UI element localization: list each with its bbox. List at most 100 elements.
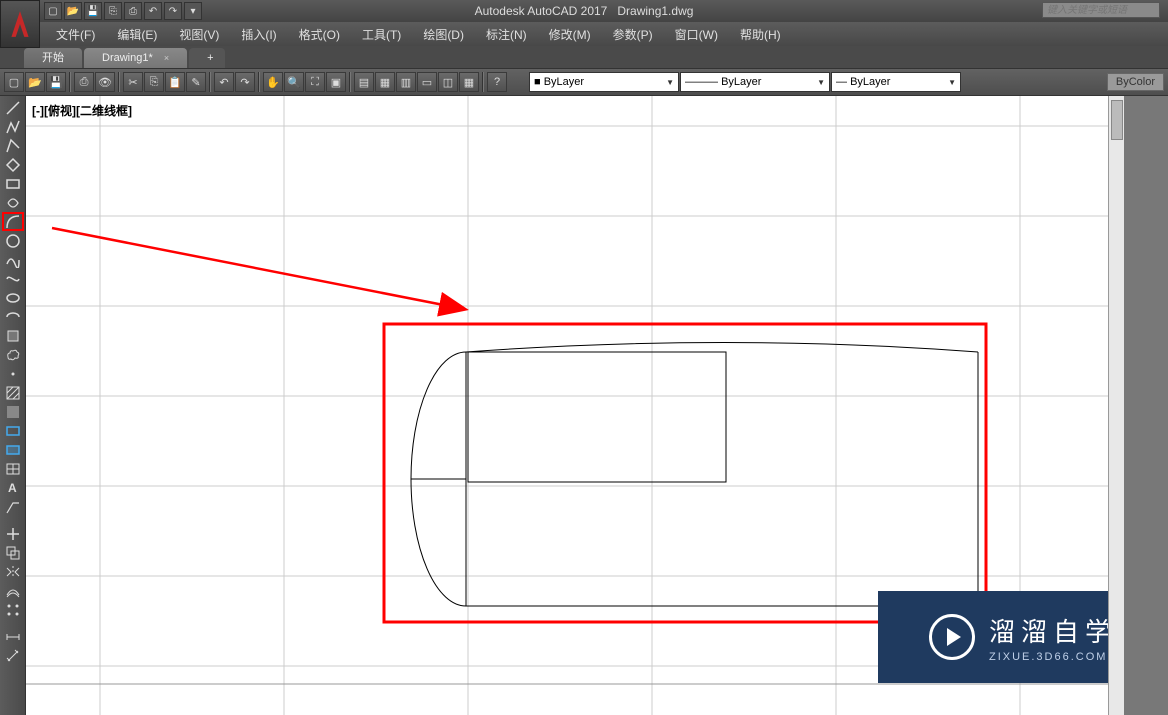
tb-copy-icon[interactable]: ⎘ bbox=[144, 72, 164, 92]
menu-view[interactable]: 视图(V) bbox=[169, 23, 229, 46]
tb-markup-icon[interactable]: ◫ bbox=[438, 72, 458, 92]
tb-match-icon[interactable]: ✎ bbox=[186, 72, 206, 92]
menu-modify[interactable]: 修改(M) bbox=[539, 23, 601, 46]
watermark-url: ZIXUE.3D66.COM bbox=[989, 651, 1117, 663]
chevron-down-icon: ▼ bbox=[817, 78, 825, 87]
menu-format[interactable]: 格式(O) bbox=[289, 23, 350, 46]
line-tool-icon[interactable] bbox=[2, 98, 24, 117]
block-tool-icon[interactable] bbox=[2, 326, 24, 345]
tb-zoomwin-icon[interactable]: ▣ bbox=[326, 72, 346, 92]
hatch-tool-icon[interactable] bbox=[2, 383, 24, 402]
tb-tool-icon[interactable]: ▥ bbox=[396, 72, 416, 92]
tb-sep bbox=[69, 72, 71, 92]
revcloud-tool-icon[interactable] bbox=[2, 345, 24, 364]
dim-tool-icon[interactable] bbox=[2, 627, 24, 646]
spline-tool-icon[interactable] bbox=[2, 250, 24, 269]
tb-save-icon[interactable]: 💾 bbox=[46, 72, 66, 92]
tab-add[interactable]: + bbox=[189, 48, 225, 68]
rectangle-tool-icon[interactable] bbox=[2, 174, 24, 193]
viewport-label[interactable]: [-][俯视][二维线框] bbox=[32, 102, 132, 119]
gradient-tool-icon[interactable] bbox=[2, 402, 24, 421]
circle-tool-icon[interactable] bbox=[2, 231, 24, 250]
lineweight-dropdown[interactable]: — ByLayer ▼ bbox=[831, 72, 961, 92]
region-tool-icon[interactable] bbox=[2, 421, 24, 440]
table-tool-icon[interactable] bbox=[2, 459, 24, 478]
point-tool-icon[interactable] bbox=[2, 364, 24, 383]
app-name: Autodesk AutoCAD 2017 bbox=[475, 4, 608, 18]
tb-props-icon[interactable]: ▤ bbox=[354, 72, 374, 92]
polyline-tool-icon[interactable] bbox=[2, 136, 24, 155]
mtext-tool-icon[interactable]: A bbox=[2, 478, 24, 497]
tb-paste-icon[interactable]: 📋 bbox=[165, 72, 185, 92]
linetype-dropdown[interactable]: ——— ByLayer ▼ bbox=[680, 72, 830, 92]
spline2-tool-icon[interactable] bbox=[2, 269, 24, 288]
search-input[interactable] bbox=[1042, 2, 1160, 18]
menu-file[interactable]: 文件(F) bbox=[46, 23, 105, 46]
tb-sep6 bbox=[482, 72, 484, 92]
copy-tool-icon[interactable] bbox=[2, 543, 24, 562]
tb-sep3 bbox=[209, 72, 211, 92]
qat-dropdown-icon[interactable]: ▾ bbox=[184, 2, 202, 20]
quick-access-toolbar: ▢ 📂 💾 ⎘ ⎙ ↶ ↷ ▾ bbox=[40, 2, 206, 20]
tb-zoomext-icon[interactable]: ⛶ bbox=[305, 72, 325, 92]
save-icon[interactable]: 💾 bbox=[84, 2, 102, 20]
move-tool-icon[interactable] bbox=[2, 524, 24, 543]
tb-zoom-icon[interactable]: 🔍 bbox=[284, 72, 304, 92]
wipeout-tool-icon[interactable] bbox=[2, 440, 24, 459]
tb-designctr-icon[interactable]: ▦ bbox=[375, 72, 395, 92]
arc-tool-icon[interactable] bbox=[2, 212, 24, 231]
tb-help-icon[interactable]: ? bbox=[487, 72, 507, 92]
layer-color-dropdown[interactable]: ■ ByLayer ▼ bbox=[529, 72, 679, 92]
menu-edit[interactable]: 编辑(E) bbox=[107, 23, 167, 46]
tb-sheet-icon[interactable]: ▭ bbox=[417, 72, 437, 92]
leader-tool-icon[interactable] bbox=[2, 497, 24, 516]
helix-tool-icon[interactable] bbox=[2, 193, 24, 212]
title-text: Autodesk AutoCAD 2017 Drawing1.dwg bbox=[475, 4, 694, 18]
tb-new-icon[interactable]: ▢ bbox=[4, 72, 24, 92]
mirror-tool-icon[interactable] bbox=[2, 562, 24, 581]
undo-icon[interactable]: ↶ bbox=[144, 2, 162, 20]
tb-print-icon[interactable]: ⎙ bbox=[74, 72, 94, 92]
new-icon[interactable]: ▢ bbox=[44, 2, 62, 20]
array-tool-icon[interactable] bbox=[2, 600, 24, 619]
tab-bar: 开始 Drawing1* × + bbox=[0, 46, 1168, 68]
menu-help[interactable]: 帮助(H) bbox=[730, 23, 791, 46]
menu-draw[interactable]: 绘图(D) bbox=[413, 23, 474, 46]
vertical-scrollbar[interactable] bbox=[1108, 96, 1124, 715]
menu-dimension[interactable]: 标注(N) bbox=[476, 23, 537, 46]
print-icon[interactable]: ⎙ bbox=[124, 2, 142, 20]
tb-sep2 bbox=[118, 72, 120, 92]
drawing-canvas[interactable]: [-][俯视][二维线框] 溜溜自学 ZIXUE.3D66.COM bbox=[26, 96, 1168, 715]
play-icon bbox=[929, 614, 975, 660]
doc-name: Drawing1.dwg bbox=[617, 4, 693, 18]
redo-icon[interactable]: ↷ bbox=[164, 2, 182, 20]
tab-start-label: 开始 bbox=[42, 52, 64, 64]
tab-start[interactable]: 开始 bbox=[24, 48, 82, 68]
menu-param[interactable]: 参数(P) bbox=[603, 23, 663, 46]
app-logo[interactable] bbox=[0, 0, 40, 48]
tab-drawing1[interactable]: Drawing1* × bbox=[84, 48, 187, 68]
tb-redo-icon[interactable]: ↷ bbox=[235, 72, 255, 92]
open-icon[interactable]: 📂 bbox=[64, 2, 82, 20]
ellipse-tool-icon[interactable] bbox=[2, 288, 24, 307]
menu-window[interactable]: 窗口(W) bbox=[665, 23, 728, 46]
tb-preview-icon[interactable]: 👁 bbox=[95, 72, 115, 92]
menu-insert[interactable]: 插入(I) bbox=[231, 23, 286, 46]
tab-close-icon[interactable]: × bbox=[164, 53, 169, 63]
tb-open-icon[interactable]: 📂 bbox=[25, 72, 45, 92]
saveas-icon[interactable]: ⎘ bbox=[104, 2, 122, 20]
dim2-tool-icon[interactable] bbox=[2, 646, 24, 665]
tb-sep4 bbox=[258, 72, 260, 92]
ellipse-arc-tool-icon[interactable] bbox=[2, 307, 24, 326]
tb-undo-icon[interactable]: ↶ bbox=[214, 72, 234, 92]
scroll-thumb[interactable] bbox=[1111, 100, 1123, 140]
pline-tool-icon[interactable] bbox=[2, 117, 24, 136]
offset-tool-icon[interactable] bbox=[2, 581, 24, 600]
polygon-tool-icon[interactable] bbox=[2, 155, 24, 174]
tb-calc-icon[interactable]: ▦ bbox=[459, 72, 479, 92]
menu-bar: 文件(F) 编辑(E) 视图(V) 插入(I) 格式(O) 工具(T) 绘图(D… bbox=[0, 22, 1168, 46]
tb-pan-icon[interactable]: ✋ bbox=[263, 72, 283, 92]
chevron-down-icon: ▼ bbox=[666, 78, 674, 87]
menu-tools[interactable]: 工具(T) bbox=[352, 23, 411, 46]
tb-cut-icon[interactable]: ✂ bbox=[123, 72, 143, 92]
